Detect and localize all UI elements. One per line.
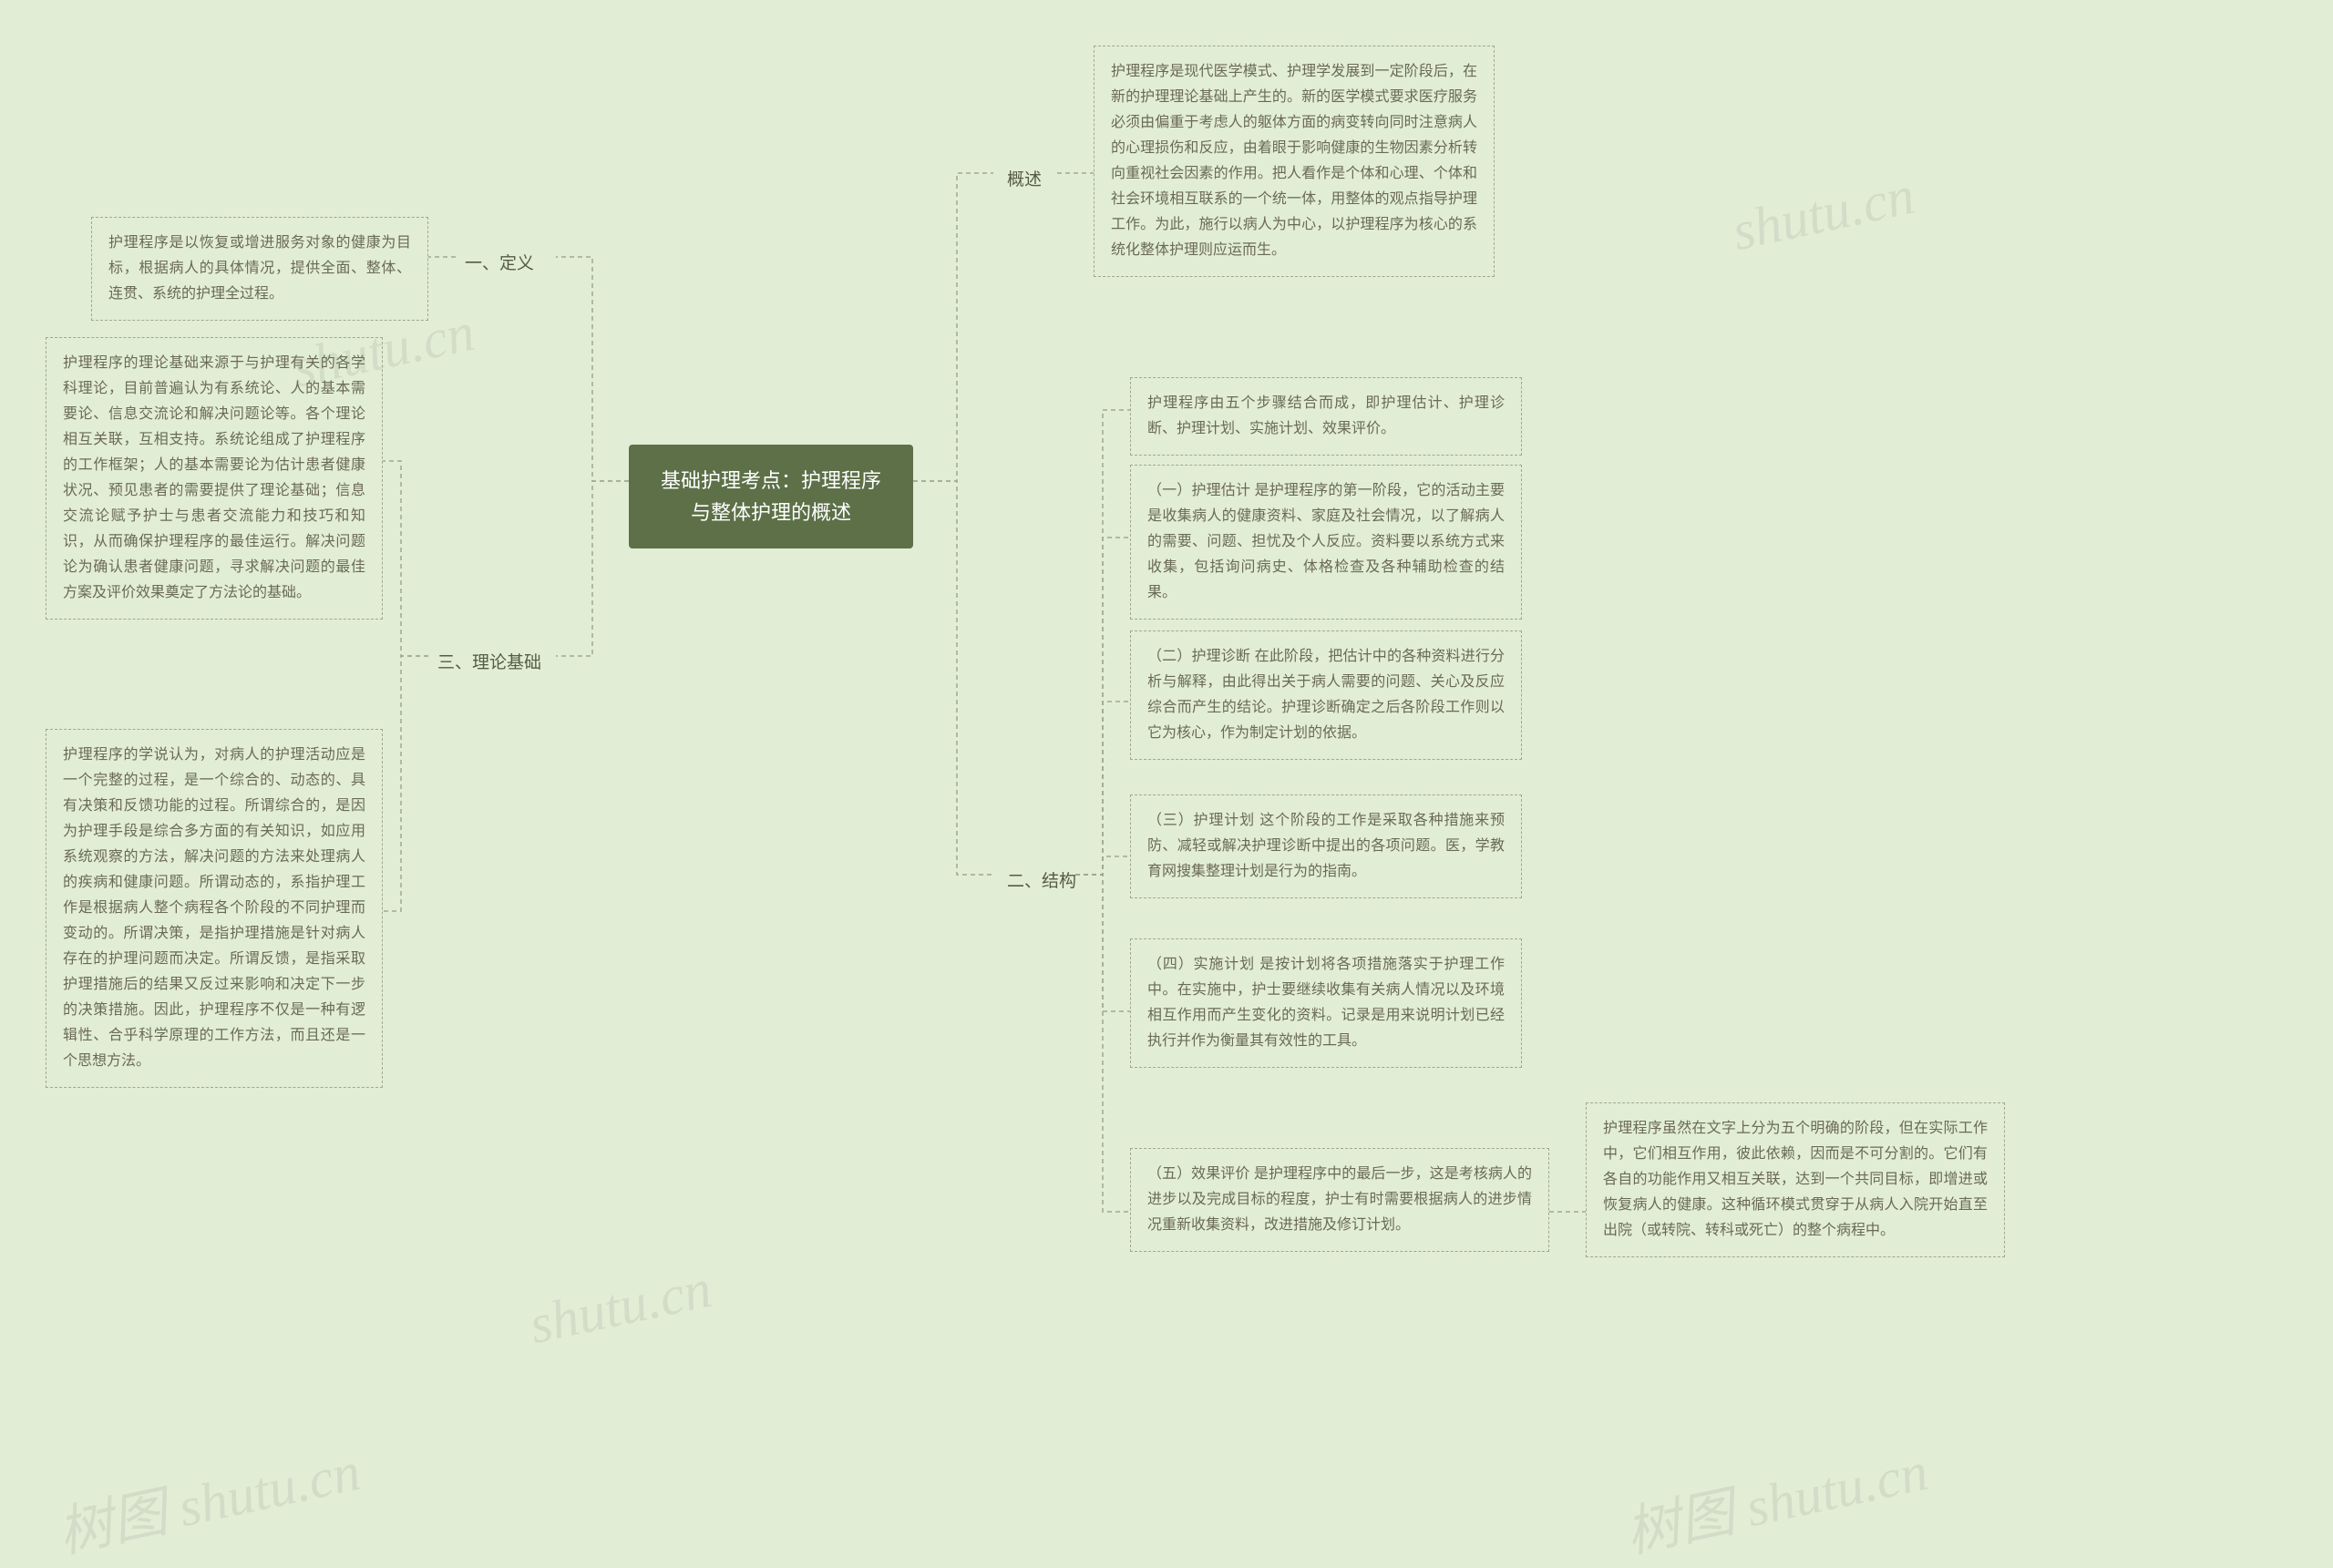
leaf-structure-5b: 护理程序虽然在文字上分为五个明确的阶段，但在实际工作中，它们相互作用，彼此依赖，… [1586, 1102, 2005, 1257]
watermark: shutu.cn [1727, 164, 1920, 263]
leaf-structure-2: （二）护理诊断 在此阶段，把估计中的各种资料进行分析与解释，由此得出关于病人需要… [1130, 630, 1522, 760]
branch-overview: 概述 [998, 160, 1051, 196]
leaf-overview-1: 护理程序是现代医学模式、护理学发展到一定阶段后，在新的护理理论基础上产生的。新的… [1094, 46, 1495, 277]
center-title: 基础护理考点：护理程序与整体护理的概述 [661, 469, 881, 524]
watermark: shutu.cn [524, 1257, 717, 1357]
leaf-theory-1: 护理程序的理论基础来源于与护理有关的各学科理论，目前普遍认为有系统论、人的基本需… [46, 337, 383, 620]
leaf-definition-1: 护理程序是以恢复或增进服务对象的健康为目标，根据病人的具体情况，提供全面、整体、… [91, 217, 428, 321]
leaf-structure-5: （五）效果评价 是护理程序中的最后一步，这是考核病人的进步以及完成目标的程度，护… [1130, 1148, 1549, 1252]
leaf-theory-2: 护理程序的学说认为，对病人的护理活动应是一个完整的过程，是一个综合的、动态的、具… [46, 729, 383, 1088]
branch-structure: 二、结构 [998, 862, 1085, 897]
center-node: 基础护理考点：护理程序与整体护理的概述 [629, 445, 913, 548]
leaf-structure-0: 护理程序由五个步骤结合而成，即护理估计、护理诊断、护理计划、实施计划、效果评价。 [1130, 377, 1522, 456]
branch-theory: 三、理论基础 [428, 643, 550, 679]
branch-definition: 一、定义 [456, 244, 543, 280]
leaf-structure-3: （三）护理计划 这个阶段的工作是采取各种措施来预防、减轻或解决护理诊断中提出的各… [1130, 794, 1522, 898]
leaf-structure-1: （一）护理估计 是护理程序的第一阶段，它的活动主要是收集病人的健康资料、家庭及社… [1130, 465, 1522, 620]
watermark: 树图 shutu.cn [1618, 1427, 1934, 1568]
leaf-structure-4: （四）实施计划 是按计划将各项措施落实于护理工作中。在实施中，护士要继续收集有关… [1130, 938, 1522, 1068]
watermark: 树图 shutu.cn [50, 1427, 366, 1568]
